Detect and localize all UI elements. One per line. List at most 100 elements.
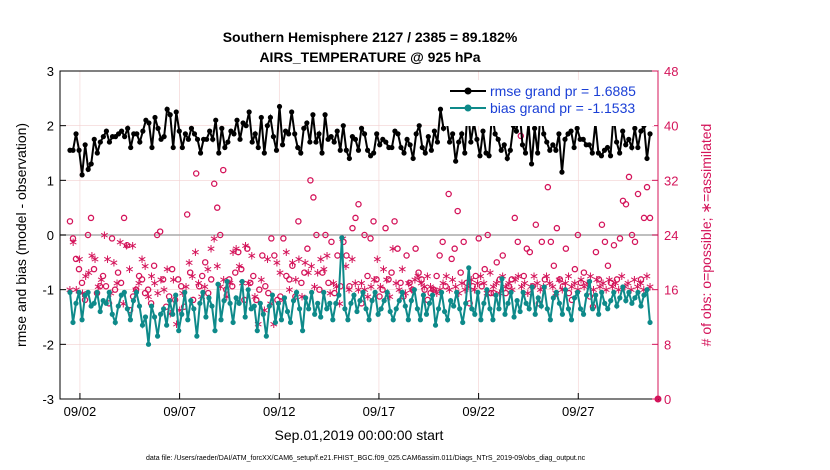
obs-assimilated-point: ∗	[215, 279, 225, 293]
rmse-point	[395, 131, 401, 137]
x-tick-label: 09/17	[363, 404, 396, 419]
obs-possible-point	[613, 276, 621, 283]
obs-possible-point	[301, 269, 308, 276]
obs-assimilated-point: ∗	[65, 283, 75, 297]
rmse-point	[401, 150, 407, 156]
obs-assimilated-point: ∗	[322, 249, 332, 263]
obs-assimilated-point: ∗	[234, 259, 244, 273]
obs-assimilated-point: ∗	[146, 269, 156, 283]
rmse-point	[216, 150, 222, 156]
bias-point	[303, 295, 309, 301]
obs-possible-point	[232, 269, 239, 276]
obs-assimilated-point: ∗	[303, 266, 313, 280]
obs-possible-point	[475, 235, 482, 242]
obs-possible-point	[577, 279, 585, 287]
bias-point	[109, 311, 115, 317]
bias-point	[70, 319, 76, 326]
rmse-point	[182, 131, 188, 137]
rmse-point	[428, 147, 434, 153]
obs-possible-point	[247, 279, 254, 287]
bias-point	[242, 314, 248, 320]
bias-point	[239, 278, 245, 285]
rmse-point	[334, 128, 340, 134]
bias-point	[562, 287, 569, 293]
obs-assimilated-point: ∗	[222, 290, 232, 304]
obs-assimilated-point: ∗	[262, 252, 272, 266]
bias-point	[336, 292, 342, 298]
obs-possible-point	[96, 282, 104, 290]
rmse-point	[553, 147, 559, 153]
obs-possible-point	[499, 252, 507, 259]
obs-assimilated-point: ∗	[567, 279, 577, 293]
bias-point	[405, 317, 411, 323]
rmse-point	[544, 139, 550, 145]
bias-point	[103, 300, 109, 306]
bias-point	[290, 298, 297, 304]
bias-point	[526, 306, 532, 312]
obs-assimilated-point: ∗	[488, 279, 498, 293]
bias-point	[161, 306, 167, 312]
rmse-point	[586, 142, 592, 148]
obs-possible-point	[607, 279, 615, 287]
x-tick-label: 09/02	[64, 404, 97, 419]
obs-possible-point	[90, 265, 98, 273]
obs-assimilated-point: ∗	[576, 272, 586, 286]
legend-rmse-label: rmse grand pr = 1.6885	[490, 83, 636, 99]
obs-assimilated-point: ∗	[626, 283, 636, 297]
bias-point	[194, 333, 200, 339]
obs-possible-point	[451, 245, 458, 252]
bias-point	[399, 289, 405, 295]
rmse-point	[140, 128, 146, 134]
obs-assimilated-point: ∗	[284, 283, 294, 297]
rmse-point	[528, 161, 535, 167]
obs-assimilated-point: ∗	[388, 242, 398, 256]
rmse-point	[276, 103, 283, 110]
rmse-point	[617, 150, 623, 156]
bias-point	[76, 289, 82, 295]
bias-point	[448, 298, 454, 304]
bias-point	[381, 298, 387, 304]
obs-assimilated-point: ∗	[397, 262, 407, 276]
bias-point	[568, 317, 575, 323]
bias-point	[191, 306, 197, 312]
bias-point	[556, 300, 562, 306]
obs-possible-point	[640, 214, 648, 222]
bias-point	[293, 289, 300, 295]
bias-point	[599, 289, 605, 295]
obs-assimilated-point: ∗	[642, 269, 652, 283]
obs-possible-point	[75, 265, 83, 273]
obs-assimilated-point: ∗	[331, 279, 341, 293]
bias-point	[529, 284, 535, 290]
obs-assimilated-point: ∗	[121, 238, 131, 252]
obs-possible-point	[138, 276, 146, 283]
obs-assimilated-point: ∗	[128, 238, 138, 252]
y-tick-right-label: 32	[664, 173, 678, 188]
obs-possible-point	[550, 262, 558, 269]
obs-assimilated-point: ∗	[112, 276, 122, 290]
obs-possible-point	[646, 214, 654, 222]
obs-assimilated-point: ∗	[241, 238, 251, 252]
obs-assimilated-point: ∗	[585, 269, 595, 283]
obs-assimilated-point: ∗	[175, 303, 185, 317]
obs-assimilated-point: ∗	[451, 279, 461, 293]
obs-possible-point	[201, 259, 209, 266]
bias-point	[514, 298, 520, 304]
bias-point	[215, 281, 221, 287]
obs-possible-point	[559, 282, 567, 290]
rmse-point	[328, 134, 334, 140]
bias-point	[505, 300, 511, 306]
y-axis-left: 3 2 1 0 -1 -2 -3	[42, 64, 66, 407]
rmse-point	[234, 117, 240, 123]
bias-point	[263, 333, 269, 339]
obs-assimilated-point: ∗	[516, 279, 526, 293]
obs-assimilated-point: ∗	[507, 283, 517, 297]
x-tick-label: 09/12	[263, 404, 296, 419]
bias-point	[85, 289, 91, 295]
rmse-point	[474, 136, 480, 142]
bias-point	[345, 317, 351, 323]
obs-assimilated-point: ∗	[601, 283, 611, 297]
rmse-point	[535, 150, 541, 156]
rmse-point	[580, 136, 586, 142]
bias-point	[233, 295, 239, 301]
obs-assimilated-point: ∗	[623, 276, 633, 290]
